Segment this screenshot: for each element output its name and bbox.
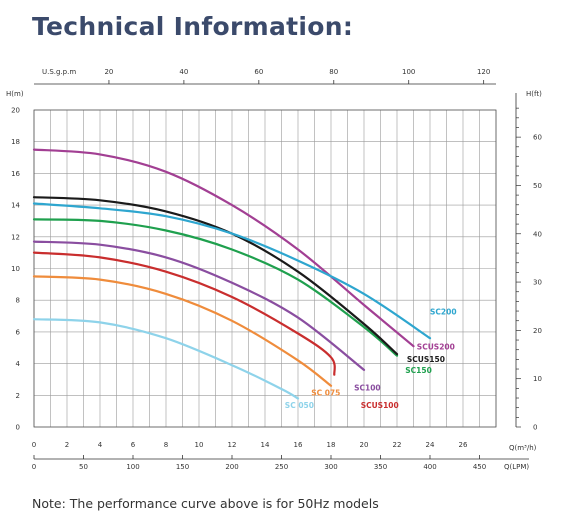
lpm-tick-label: 250: [275, 463, 288, 471]
lpm-tick-label: 100: [126, 463, 139, 471]
ft-tick-label: 40: [533, 230, 542, 238]
series-scus100-line: [32, 251, 336, 376]
ft-axis-title: H(ft): [526, 90, 542, 98]
gpm-tick-label: 40: [179, 68, 188, 76]
series-label: SC100: [354, 384, 381, 393]
chart-grid: [33, 109, 497, 428]
series-sc150-line: [32, 218, 399, 357]
ft-tick-label: 60: [533, 134, 542, 142]
x-tick-label: 2: [65, 441, 69, 449]
x-tick-label: 24: [426, 441, 435, 449]
x-tick-label: 22: [393, 441, 402, 449]
gpm-axis-title: U.S.g.p.m: [42, 68, 76, 76]
series-label: SCUS150: [407, 355, 445, 364]
x-tick-label: 0: [32, 441, 36, 449]
y-tick-label: 0: [16, 424, 20, 432]
series-sc075-line: [32, 275, 333, 387]
y-tick-label: 14: [11, 202, 20, 210]
series-label: SC200: [430, 307, 457, 316]
lpm-tick-label: 300: [324, 463, 337, 471]
gpm-tick-label: 120: [477, 68, 490, 76]
y-tick-label: 6: [16, 328, 21, 336]
y-tick-label: 4: [16, 360, 21, 368]
x-tick-label: 10: [195, 441, 204, 449]
x-tick-label: 6: [131, 441, 136, 449]
page-title: Technical Information:: [32, 12, 354, 41]
gpm-tick-label: 80: [329, 68, 338, 76]
ft-tick-label: 50: [533, 182, 542, 190]
series-label: SC 050: [285, 401, 314, 410]
gpm-tick-label: 60: [254, 68, 263, 76]
y-tick-label: 12: [11, 233, 20, 241]
y-tick-label: 10: [11, 265, 20, 273]
ft-tick-label: 10: [533, 375, 542, 383]
chart-series: [32, 148, 432, 400]
x-tick-label: 16: [294, 441, 303, 449]
lpm-tick-label: 150: [176, 463, 189, 471]
lpm-tick-label: 450: [473, 463, 486, 471]
lpm-tick-label: 350: [374, 463, 387, 471]
series-scus200-line: [32, 148, 415, 348]
x-tick-label: 14: [261, 441, 270, 449]
chart-series-labels: SC200 SCUS200 SCUS150 SC150 SC100 SC 075 SCUS1…: [285, 307, 457, 410]
x-tick-label: 4: [98, 441, 103, 449]
y-tick-label: 8: [16, 297, 20, 305]
plot-frame: [33, 109, 497, 428]
gpm-tick-label: 20: [104, 68, 113, 76]
series-sc050-line: [32, 318, 300, 400]
lpm-tick-label: 0: [32, 463, 36, 471]
series-label: SCUS100: [361, 401, 399, 410]
x-tick-label: 18: [327, 441, 336, 449]
series-label: SC 075: [311, 388, 340, 397]
y-tick-label: 2: [16, 392, 20, 400]
x-axis-title: Q(m³/h): [509, 444, 537, 452]
x-tick-label: 12: [228, 441, 237, 449]
lpm-tick-label: 200: [225, 463, 238, 471]
series-sc200-line: [32, 202, 432, 340]
y-axis-title: H(m): [6, 90, 24, 98]
x-tick-label: 8: [164, 441, 168, 449]
ft-tick-label: 30: [533, 279, 542, 287]
lpm-tick-label: 50: [79, 463, 88, 471]
lpm-tick-label: 400: [423, 463, 436, 471]
lpm-axis-title: Q(LPM): [504, 463, 529, 471]
y-tick-label: 20: [11, 107, 20, 115]
gpm-tick-label: 100: [402, 68, 415, 76]
series-label: SCUS200: [417, 342, 455, 351]
y-tick-label: 18: [11, 138, 20, 146]
ft-tick-label: 0: [533, 424, 537, 432]
series-label: SC150: [405, 366, 432, 375]
footnote: Note: The performance curve above is for…: [32, 496, 379, 511]
x-tick-label: 26: [459, 441, 468, 449]
series-sc100-line: [32, 240, 366, 371]
ft-tick-label: 20: [533, 327, 542, 335]
y-tick-label: 16: [11, 170, 20, 178]
x-tick-label: 20: [360, 441, 369, 449]
